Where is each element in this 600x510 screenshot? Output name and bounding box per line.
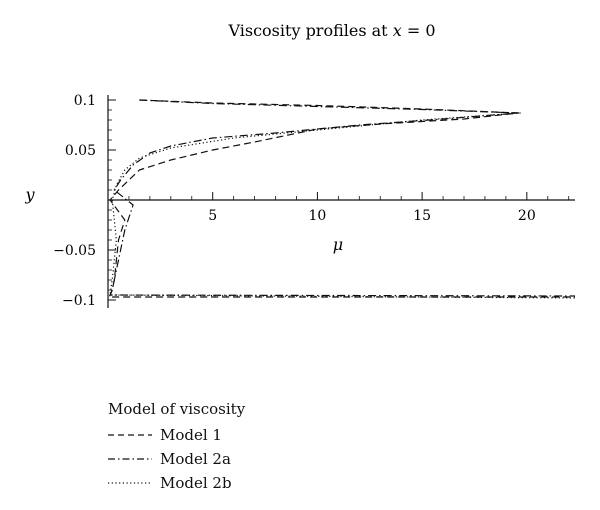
series-line-model-2a	[109, 99, 576, 297]
legend: Model of viscosity Model 1 Model 2a Mode…	[108, 400, 245, 495]
legend-label: Model 2b	[160, 474, 232, 492]
y-axis-label: y	[24, 185, 35, 204]
chart: Viscosity profiles at x = 0 5 10 15 20 0.1 0.…	[24, 21, 576, 309]
y-tick-label: −0.1	[62, 293, 96, 309]
legend-label: Model 2a	[160, 450, 231, 468]
y-tick-label: −0.05	[53, 243, 96, 259]
legend-swatch-dotted	[108, 482, 152, 484]
y-tick-label: 0.05	[65, 143, 96, 159]
series-line-model-1	[108, 99, 575, 298]
legend-item-model-1: Model 1	[108, 423, 245, 447]
x-tick-label: 20	[518, 208, 536, 224]
y-tick-label: 0.1	[74, 93, 96, 109]
series-group	[108, 99, 576, 299]
legend-title: Model of viscosity	[108, 400, 246, 418]
x-tick-label: 15	[413, 208, 431, 224]
legend-item-model-2a: Model 2a	[108, 447, 245, 471]
legend-swatch-dash-dot	[108, 458, 152, 460]
chart-title: Viscosity profiles at x = 0	[227, 21, 435, 40]
x-tick-label: 10	[309, 208, 327, 224]
axes: 5 10 15 20 0.1 0.05 −0.05 −0.1	[53, 93, 575, 309]
legend-swatch-dashed	[108, 434, 152, 436]
legend-item-model-2b: Model 2b	[108, 471, 245, 495]
legend-label: Model 1	[160, 426, 222, 444]
x-axis-label: μ	[333, 235, 343, 254]
series-line-model-2b	[109, 112, 576, 299]
x-tick-label: 5	[208, 208, 217, 224]
